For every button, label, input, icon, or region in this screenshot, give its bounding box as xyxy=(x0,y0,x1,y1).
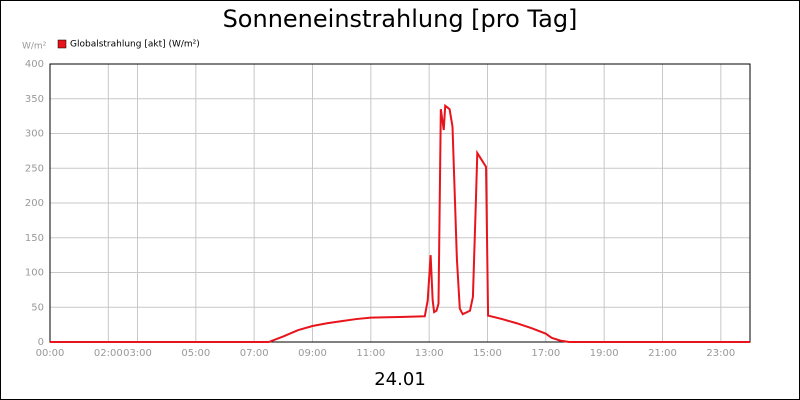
x-tick-label: 02:00 xyxy=(94,348,123,359)
legend-swatch xyxy=(57,39,67,49)
chart-title: Sonneneinstrahlung [pro Tag] xyxy=(223,5,578,33)
data-line xyxy=(50,103,750,343)
x-tick-label: 00:00 xyxy=(36,348,65,359)
y-tick-label: 250 xyxy=(25,163,44,174)
x-tick-label: 19:00 xyxy=(590,348,619,359)
y-tick-label: 200 xyxy=(25,198,44,209)
y-tick-label: 100 xyxy=(25,268,44,279)
x-label: 24.01 xyxy=(374,369,426,390)
legend-label: Globalstrahlung [akt] (W/m²) xyxy=(70,40,200,50)
x-tick-label: 21:00 xyxy=(648,348,677,359)
x-tick-label: 05:00 xyxy=(181,348,210,359)
x-tick-label: 15:00 xyxy=(473,348,502,359)
y-tick-label: 0 xyxy=(38,337,44,348)
y-tick-label: 300 xyxy=(25,129,44,140)
x-tick-label: 17:00 xyxy=(531,348,560,359)
x-tick-label: 09:00 xyxy=(298,348,327,359)
y-tick-label: 400 xyxy=(25,59,44,70)
y-unit: W/m² xyxy=(22,42,47,52)
x-tick-label: 11:00 xyxy=(356,348,385,359)
x-tick-label: 07:00 xyxy=(240,348,269,359)
x-tick-label: 03:00 xyxy=(123,348,152,359)
plot-border xyxy=(49,63,751,343)
x-tick-label: 23:00 xyxy=(706,348,735,359)
y-tick-label: 150 xyxy=(25,233,44,244)
y-tick-label: 350 xyxy=(25,94,44,105)
x-tick-label: 13:00 xyxy=(415,348,444,359)
y-tick-label: 50 xyxy=(31,302,44,313)
